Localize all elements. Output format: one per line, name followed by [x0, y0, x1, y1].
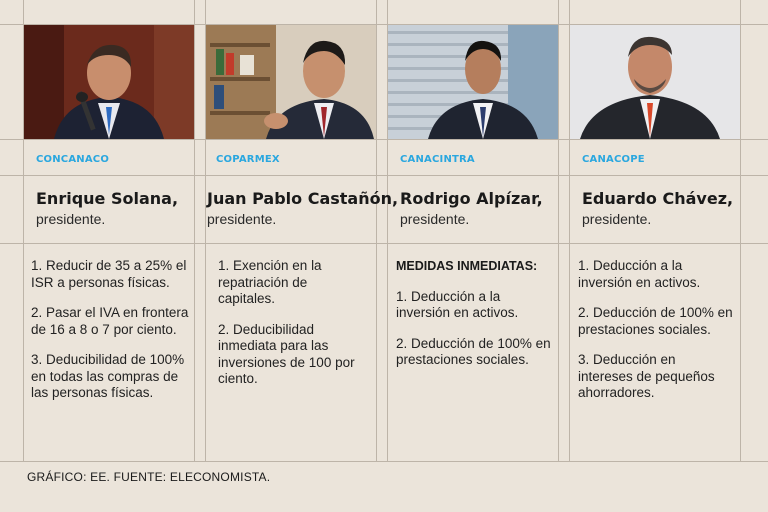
person-role: presidente. — [582, 211, 652, 227]
divider — [23, 0, 24, 462]
list-item: 3. Deducibilidad de 100% en todas las co… — [31, 352, 185, 400]
list-item: 1. Deducción a la inversión en activos. — [396, 288, 519, 321]
list-item: 3. Deducción en intereses de pequeños ah… — [578, 352, 715, 400]
person-role: presidente. — [400, 211, 470, 227]
list-item: 1. Deducción a la inversión en activos. — [578, 258, 701, 290]
proposal-list: 1. Deducción a la inversión en activos. … — [578, 258, 734, 416]
org-label: CONCANACO — [36, 154, 110, 165]
divider — [558, 0, 559, 462]
list-item: 1. Exención en la repatriación de capita… — [218, 258, 322, 306]
portrait-photo-juan-pablo-castanon — [206, 25, 376, 139]
section-heading: MEDIDAS INMEDIATAS: — [396, 259, 538, 273]
proposal-list: 1. Exención en la repatriación de capita… — [218, 258, 368, 402]
proposal-list: MEDIDAS INMEDIATAS: 1. Deducción a la in… — [396, 258, 554, 383]
divider — [0, 24, 768, 25]
source-credit: GRÁFICO: EE. FUENTE: ELECONOMISTA. — [27, 470, 271, 484]
divider — [740, 0, 741, 462]
list-item: 2. Pasar el IVA en frontera de 16 a 8 o … — [31, 305, 189, 337]
person-role: presidente. — [207, 211, 277, 227]
portrait-photo-eduardo-chavez — [570, 25, 740, 139]
person-name: Juan Pablo Castañón, — [207, 189, 399, 208]
person-name: Rodrigo Alpízar, — [400, 189, 543, 208]
portrait-photo-enrique-solana — [24, 25, 194, 139]
list-item: 2. Deducción de 100% en prestaciones soc… — [578, 305, 733, 337]
org-label: COPARMEX — [216, 154, 280, 165]
divider — [194, 0, 195, 462]
org-label: CANACINTRA — [400, 154, 475, 165]
divider — [387, 0, 388, 462]
divider — [0, 243, 768, 244]
person-name: Eduardo Chávez, — [582, 189, 734, 208]
divider — [0, 139, 768, 140]
person-name: Enrique Solana, — [36, 189, 179, 208]
list-item: 1. Reducir de 35 a 25% el ISR a personas… — [31, 258, 187, 290]
list-item: 2. Deducibilidad inmediata para las inve… — [218, 321, 355, 387]
portrait-photo-rodrigo-alpizar — [388, 25, 558, 139]
divider — [376, 0, 377, 462]
proposal-list: 1. Reducir de 35 a 25% el ISR a personas… — [31, 258, 191, 416]
person-role: presidente. — [36, 211, 106, 227]
divider — [0, 175, 768, 176]
divider — [0, 461, 768, 462]
divider — [569, 0, 570, 462]
list-item: 2. Deducción de 100% en prestaciones soc… — [396, 335, 551, 368]
org-label: CANACOPE — [582, 154, 645, 165]
divider — [205, 0, 206, 462]
